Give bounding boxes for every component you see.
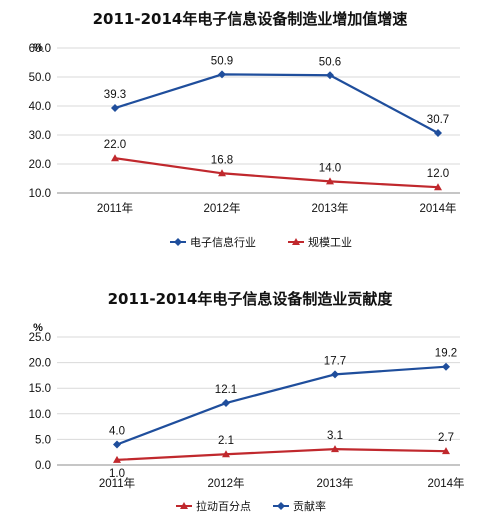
chart-2-data-label: 12.1: [215, 384, 237, 396]
chart-2-data-label: 3.1: [327, 430, 343, 442]
chart-1-data-label: 12.0: [427, 168, 449, 180]
chart-1-title: 2011-2014年电子信息设备制造业增加值增速: [93, 10, 408, 28]
chart-1-data-label: 14.0: [319, 162, 341, 174]
chart-1-x-tick-label: 2014年: [419, 201, 456, 215]
chart-1-plot: 10.0 20.0 30.0 40.0 50.0 60.0 2011年 2012年 2013年 2…: [29, 43, 460, 249]
chart-1-point-marker: [218, 169, 226, 177]
chart-2-point-marker: [113, 455, 121, 463]
chart-2-x-tick-label: 2012年: [207, 476, 244, 490]
chart-2-y-tick-label: 20.0: [29, 358, 51, 370]
chart-2-point-marker: [113, 440, 121, 449]
chart-2-x-tick-label: 2014年: [427, 476, 464, 490]
chart-1-point-marker: [111, 104, 119, 113]
chart-1-x-tick-label: 2011年: [97, 201, 133, 215]
chart-2-y-tick-label: 0.0: [35, 460, 51, 472]
chart-1-y-tick-label: 40.0: [29, 101, 51, 113]
chart-2-data-label: 2.7: [438, 432, 454, 444]
chart-2-unit: %: [33, 322, 43, 334]
chart-1-point-marker: [326, 177, 334, 185]
chart-2-x-tick-label: 2013年: [316, 476, 353, 490]
chart-1-legend-marker: [292, 238, 300, 245]
chart-1-x-tick-label: 2012年: [203, 201, 240, 215]
chart-2-legend-label: 拉动百分点: [196, 499, 251, 513]
chart-1-point-marker: [326, 71, 334, 80]
chart-1: 2011-2014年电子信息设备制造业增加值增速 % 10.0 20.0 30.0 4…: [29, 10, 460, 249]
chart-1-data-label: 50.9: [211, 55, 233, 67]
chart-2-x-tick-label: 2011年: [99, 476, 135, 490]
chart-2-series-line-2: [116, 448, 447, 461]
chart-1-point-marker: [218, 70, 226, 79]
chart-2-legend-marker: [277, 502, 285, 510]
chart-2-series-line-1: [116, 365, 447, 446]
chart-2-legend-marker: [180, 502, 188, 509]
chart-2-plot: 0.0 5.0 10.0 15.0 20.0 25.0 2011年 2012年 2013年 201…: [29, 332, 465, 513]
chart-2-point-marker: [331, 445, 339, 453]
chart-1-point-marker: [111, 154, 119, 162]
chart-2-point-marker: [222, 399, 230, 408]
chart-2-point-marker: [442, 362, 450, 371]
chart-1-y-tick-label: 60.0: [29, 43, 51, 55]
chart-1-data-label: 39.3: [104, 89, 126, 101]
chart-2-data-label: 19.2: [435, 348, 457, 360]
chart-1-data-label: 22.0: [104, 139, 126, 151]
chart-1-y-tick-label: 10.0: [29, 188, 51, 200]
chart-1-y-tick-label: 30.0: [29, 130, 51, 142]
chart-2: 2011-2014年电子信息设备制造业贡献度 % 0.0 5.0 10.0 15.0 2…: [29, 290, 465, 513]
chart-1-series-line-2: [114, 157, 439, 189]
chart-1-legend-label: 电子信息行业: [190, 235, 256, 249]
chart-1-data-label: 16.8: [211, 154, 233, 166]
chart-2-data-label: 2.1: [218, 435, 234, 447]
chart-1-legend-marker: [174, 238, 182, 246]
chart-2-point-marker: [442, 447, 450, 455]
chart-2-y-tick-label: 15.0: [29, 383, 51, 395]
chart-1-legend-label: 规模工业: [308, 235, 352, 249]
chart-1-point-marker: [434, 128, 442, 137]
chart-1-y-tick-label: 50.0: [29, 72, 51, 84]
chart-1-y-tick-label: 20.0: [29, 159, 51, 171]
chart-2-legend-label: 贡献率: [293, 499, 326, 513]
chart-2-point-marker: [222, 450, 230, 458]
chart-2-point-marker: [331, 370, 339, 379]
chart-1-x-tick-label: 2013年: [311, 201, 348, 215]
chart-2-y-tick-label: 10.0: [29, 409, 51, 421]
chart-2-y-tick-label: 5.0: [35, 434, 51, 446]
chart-1-series-line-1: [114, 73, 439, 134]
chart-1-point-marker: [434, 183, 442, 191]
chart-1-unit: %: [33, 42, 43, 54]
chart-2-data-label: 17.7: [324, 355, 346, 367]
chart-1-data-label: 50.6: [319, 56, 341, 68]
chart-2-data-label: 1.0: [109, 468, 125, 480]
chart-2-y-tick-label: 25.0: [29, 332, 51, 344]
chart-2-data-label: 4.0: [109, 426, 125, 438]
chart-2-title: 2011-2014年电子信息设备制造业贡献度: [108, 290, 394, 308]
chart-1-data-label: 30.7: [427, 114, 449, 126]
